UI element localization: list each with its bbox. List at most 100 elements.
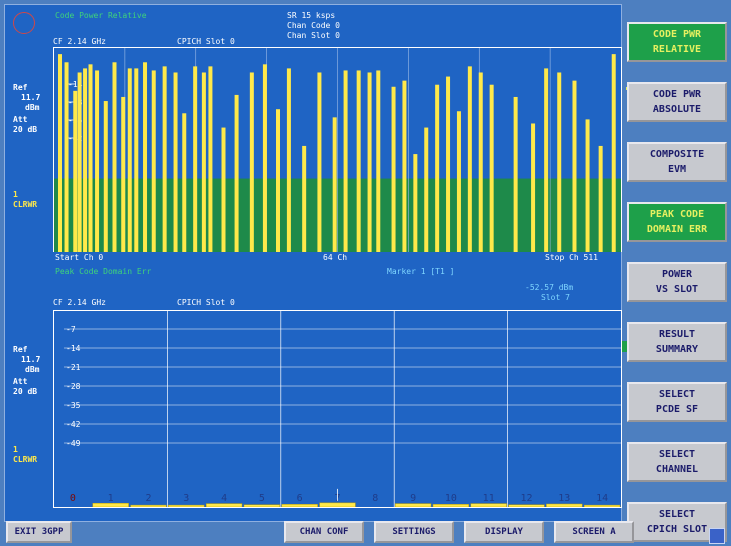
code-power-bar [531,123,536,252]
code-power-bar [424,127,429,252]
code-power-bar [286,68,291,252]
code-power-bar [64,62,69,252]
code-power-bar [557,72,562,252]
code-power-bar [112,62,117,252]
softkey-code-pwr-relative[interactable]: CODE PWR RELATIVE [627,22,727,62]
settings-button[interactable]: SETTINGS [374,521,454,543]
error-bar [470,503,507,507]
error-bar [394,503,432,507]
softkey-label-line1: SELECT [658,389,696,400]
cpich-slot-bottom: CPICH Slot 0 [177,298,235,307]
error-bar-label: 13 [558,493,570,504]
stop-channel: Stop Ch 511 [545,253,598,262]
error-bar-label: 14 [596,493,608,504]
softkey-label-line2: SUMMARY [655,344,699,355]
code-power-bar [83,68,88,252]
y-tick-label: -7 [66,325,76,334]
error-bar [205,503,243,507]
code-power-bar [317,72,322,252]
code-power-bar [121,96,126,252]
code-power-bar [193,66,198,252]
error-bar-label: 10 [445,493,457,504]
exit-3gpp-button[interactable]: EXIT 3GPP [6,521,72,543]
code-power-plot: -14-28-35-42 [53,47,622,252]
code-power-bar [367,72,372,252]
y-tick-label: -49 [66,439,81,448]
error-bar-label: 2 [145,493,151,504]
screen-a-button[interactable]: SCREEN A [554,521,634,543]
code-power-bar [262,64,267,252]
error-bar-label: 4 [221,493,227,504]
softkey-label-line1: SELECT [658,449,696,460]
error-bar [281,504,318,507]
y-tick-label: -42 [66,420,81,429]
side-menu-icon[interactable] [709,528,725,544]
softkey-label-line2: PCDE SF [655,404,699,415]
channel-slot: Chan Slot 0 [287,31,340,40]
code-power-bar [73,90,78,252]
peak-code-domain-error-plot: -7-14-21-28-35-42-4901234567891011121314 [53,310,622,508]
chan-conf-button[interactable]: CHAN CONF [284,521,364,543]
code-power-bar [276,109,281,252]
error-bar [130,504,167,507]
code-power-bar [478,72,483,252]
error-bar [243,504,281,507]
softkey-label-line2: DOMAIN ERR [646,224,708,235]
code-power-bar [151,70,156,252]
error-bar-label: 6 [297,493,303,504]
softkey-label-line1: POWER [661,269,693,280]
softkey-label-line1: CODE PWR [652,89,702,100]
softkey-label-line2: ABSOLUTE [652,104,702,115]
softkey-code-pwr-absolute[interactable]: CODE PWR ABSOLUTE [627,82,727,122]
code-power-bar [376,70,381,252]
code-power-bar [585,119,590,252]
channel-code: Chan Code 0 [287,21,340,30]
code-power-bar [544,68,549,252]
code-power-bar [95,70,100,252]
peak-code-domain-error-bars: -7-14-21-28-35-42-4901234567891011121314 [64,311,621,507]
softkey-select-pcde-sf[interactable]: SELECT PCDE SF [627,382,727,422]
error-bar-label: 5 [259,493,265,504]
code-power-bar [467,66,472,252]
code-power-bar [134,68,139,252]
code-power-bar [182,113,187,252]
softkey-select-channel[interactable]: SELECT CHANNEL [627,442,727,482]
error-bar [432,504,470,507]
softkey-label-line2: CHANNEL [655,464,699,475]
softkey-composite-evm[interactable]: COMPOSITE EVM [627,142,727,182]
code-power-bars: -14-28-35-42 [54,48,621,252]
code-power-bar [356,70,361,252]
code-power-bar [572,80,577,252]
code-power-bar [413,154,418,252]
analyzer-screen: Code Power Relative SR 15 ksps Chan Code… [4,4,622,522]
error-bar [319,502,356,507]
code-power-bar [249,72,254,252]
softkey-power-vs-slot[interactable]: POWER VS SLOT [627,262,727,302]
bottom-trace-title: Peak Code Domain Err [55,267,152,276]
error-bar-label: 9 [410,493,416,504]
channel-span: 64 Ch [323,253,348,262]
top-trace-title: Code Power Relative [55,11,147,20]
softkey-label-line2: EVM [667,164,687,175]
code-power-bar [435,84,440,252]
symbol-rate: SR 15 ksps [287,11,336,20]
code-power-bar [88,64,93,252]
rohde-schwarz-logo-icon [13,12,35,34]
error-bar-label: 3 [183,493,189,504]
error-bar-label: 0 [70,493,76,504]
marker-value: -52.57 dBm [525,283,574,292]
error-bar [168,504,205,507]
cpich-slot-top: CPICH Slot 0 [177,37,235,46]
softkey-peak-code-domain-err[interactable]: PEAK CODE DOMAIN ERR [627,202,727,242]
softkey-label-line1: CODE PWR [652,29,702,40]
code-power-bar [127,68,132,252]
start-channel: Start Ch 0 [55,253,104,262]
code-power-bar [58,54,62,252]
display-button[interactable]: DISPLAY [464,521,544,543]
center-frequency-bottom: CF 2.14 GHz [53,298,106,307]
softkey-result-summary[interactable]: RESULT SUMMARY [627,322,727,362]
code-power-bar [77,72,82,252]
code-power-bar [201,72,206,252]
error-bar-label: 1 [108,493,114,504]
code-power-bar [103,101,108,252]
